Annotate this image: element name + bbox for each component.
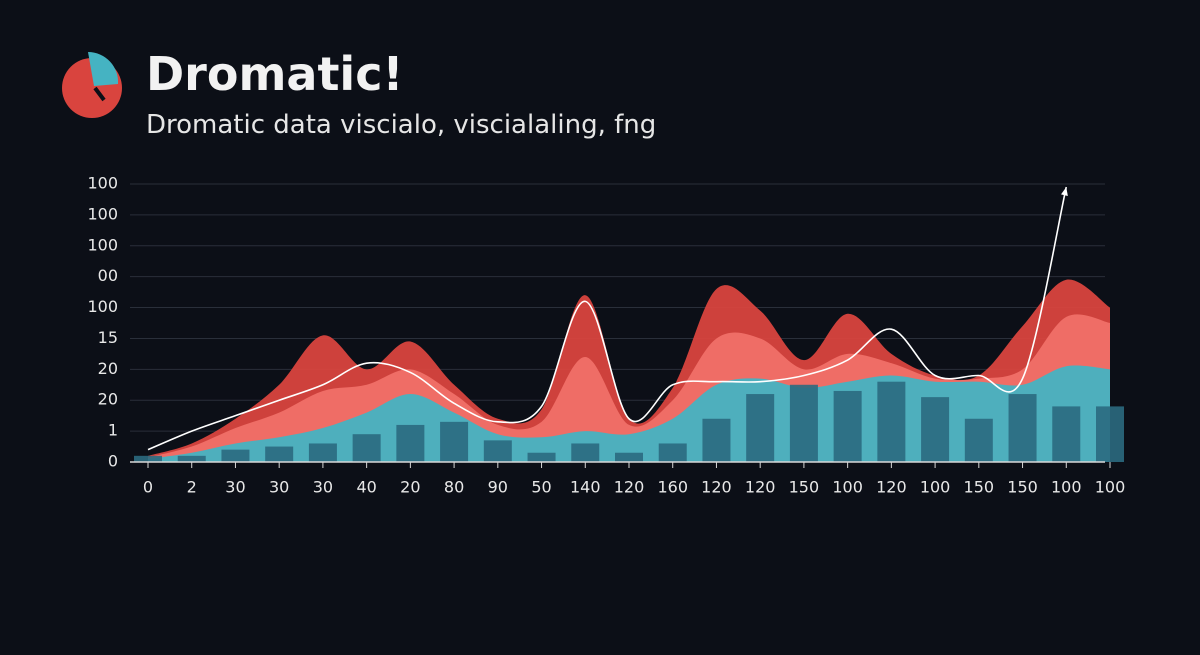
x-tick-label: 140 (570, 478, 601, 497)
bar (396, 424, 425, 462)
y-tick-label: 20 (98, 390, 118, 409)
x-tick-label: 150 (1007, 478, 1038, 497)
x-tick-label: 150 (789, 478, 820, 497)
bar (746, 394, 775, 462)
x-tick-label: 30 (313, 478, 333, 497)
bar (1008, 394, 1037, 462)
y-tick-label: 15 (98, 328, 118, 347)
bar (483, 440, 512, 462)
bar (1096, 406, 1124, 462)
y-tick-label: 100 (87, 204, 118, 223)
x-tick-label: 30 (269, 478, 289, 497)
area (148, 365, 1110, 462)
chart-title: Dromatic! (146, 47, 403, 101)
x-tick-label: 150 (964, 478, 995, 497)
x-tick-label: 0 (143, 478, 153, 497)
y-tick-label: 100 (87, 235, 118, 254)
bar (789, 384, 818, 462)
y-tick-label: 20 (98, 359, 118, 378)
bar (877, 381, 906, 462)
x-tick-label: 90 (488, 478, 508, 497)
bar (440, 421, 469, 462)
x-tick-label: 160 (657, 478, 688, 497)
x-tick-label: 100 (1095, 478, 1126, 497)
bar (833, 390, 862, 462)
x-tick-label: 100 (1051, 478, 1082, 497)
x-tick-label: 2 (187, 478, 197, 497)
x-tick-label: 120 (876, 478, 907, 497)
bar (221, 449, 250, 462)
bar (308, 443, 337, 462)
x-tick-label: 80 (444, 478, 464, 497)
bar (921, 397, 950, 462)
bar (658, 443, 687, 462)
y-tick-label: 0 (108, 452, 118, 471)
logo (62, 51, 122, 118)
x-tick-label: 30 (225, 478, 245, 497)
y-tick-label: 100 (87, 174, 118, 193)
x-tick-label: 120 (701, 478, 732, 497)
x-tick-label: 100 (832, 478, 863, 497)
x-tick-label: 40 (356, 478, 376, 497)
bar (134, 455, 162, 462)
y-tick-label: 1 (108, 421, 118, 440)
chart-subtitle: Dromatic data viscialo, viscialaling, fn… (146, 110, 656, 140)
bar (964, 418, 993, 462)
x-tick-label: 120 (614, 478, 645, 497)
bar (265, 446, 294, 462)
line (147, 186, 1068, 451)
bar (527, 452, 556, 462)
bar (352, 434, 381, 462)
x-tick-label: 100 (920, 478, 951, 497)
y-tick-label: 00 (98, 266, 118, 285)
y-tick-label: 100 (87, 297, 118, 316)
bar (702, 418, 731, 462)
x-tick-label: 20 (400, 478, 420, 497)
bar (571, 443, 600, 462)
x-tick-label: 50 (531, 478, 551, 497)
x-tick-label: 120 (745, 478, 776, 497)
bar (1052, 406, 1081, 462)
bar (177, 455, 206, 462)
arrow-head (1061, 187, 1068, 196)
bar (615, 452, 643, 462)
